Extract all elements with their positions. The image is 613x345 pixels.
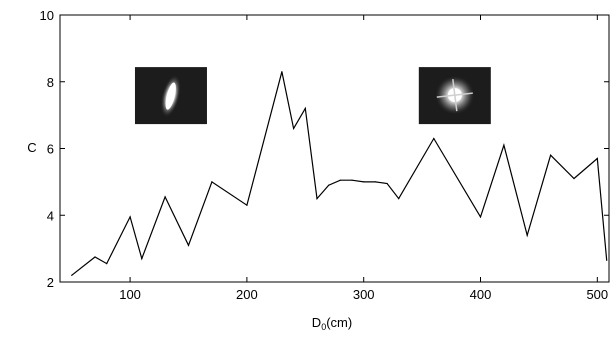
data-point xyxy=(71,274,73,276)
data-point xyxy=(398,198,400,200)
data-point xyxy=(526,234,528,236)
data-point xyxy=(187,244,190,246)
data-point xyxy=(433,137,435,140)
data-point xyxy=(328,184,330,186)
data-point xyxy=(94,256,96,258)
x-axis-label: D0(cm) xyxy=(312,315,352,332)
data-point xyxy=(573,177,575,180)
x-tick-label: 400 xyxy=(470,287,492,302)
data-point xyxy=(293,127,295,130)
data-point xyxy=(479,216,482,218)
data-point xyxy=(596,157,598,160)
data-point xyxy=(246,204,248,206)
x-tick-label: 100 xyxy=(119,287,141,302)
y-tick-label: 2 xyxy=(47,275,54,290)
data-point xyxy=(129,216,131,218)
x-tick-label: 300 xyxy=(353,287,375,302)
y-tick-label: 4 xyxy=(47,208,54,223)
x-tick-label: 500 xyxy=(586,287,608,302)
data-point xyxy=(211,181,213,183)
data-point xyxy=(374,181,376,183)
y-tick-label: 6 xyxy=(47,142,54,157)
data-point xyxy=(550,154,552,156)
elongated-spot-image xyxy=(134,67,207,125)
data-point xyxy=(339,179,341,181)
x-tick-label: 200 xyxy=(236,287,258,302)
bright-spot-image xyxy=(418,67,491,125)
y-axis-label: C xyxy=(27,140,36,155)
data-point xyxy=(141,258,143,260)
data-point xyxy=(386,182,388,185)
data-point xyxy=(363,181,365,183)
series-line xyxy=(71,71,608,276)
data-point xyxy=(351,179,353,181)
y-tick-label: 10 xyxy=(40,8,54,23)
data-point xyxy=(606,259,608,261)
plot-area xyxy=(59,14,610,283)
data-point xyxy=(281,71,283,73)
data-point xyxy=(503,144,505,146)
data-point xyxy=(316,198,318,200)
data-point xyxy=(304,107,306,109)
y-tick-label: 8 xyxy=(47,75,54,90)
data-point xyxy=(106,263,108,265)
data-point xyxy=(164,196,166,198)
